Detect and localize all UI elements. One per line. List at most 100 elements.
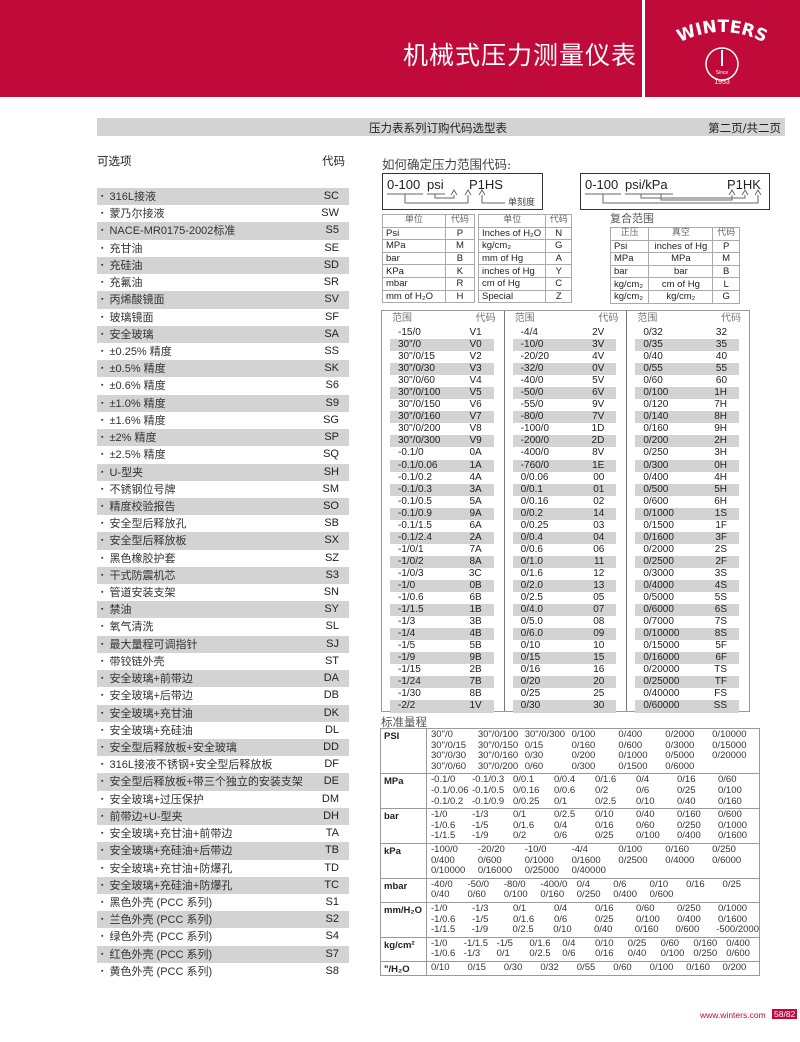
option-row: 绿色外壳 (PCC 系列) S4 <box>97 928 349 945</box>
option-code: DF <box>324 758 339 771</box>
range-value: -100/0 <box>431 843 458 855</box>
range-code: V3 <box>469 363 482 375</box>
range-value: -20/20 <box>477 843 505 855</box>
range-value: 0/100 <box>618 843 643 855</box>
range-value: 30"/0/300 <box>398 435 441 447</box>
range-row: 0/5.0 08 <box>513 616 617 628</box>
range-code: FS <box>714 688 728 700</box>
range-value: 0/1 <box>513 809 527 821</box>
range-value: 0/15 <box>520 652 541 664</box>
range-row: 0/160 9H <box>635 423 739 435</box>
range-row: 0/120 7H <box>635 399 739 411</box>
range-value: -100/0 <box>520 423 550 435</box>
range-code: 1F <box>715 519 728 531</box>
option-code: S7 <box>325 947 339 960</box>
option-label: 316L接液 <box>101 188 155 205</box>
option-label: NACE-MR0175-2002标准 <box>101 222 235 239</box>
range-row: -1/0/3 3C <box>390 568 494 580</box>
option-row: 安全型后释放板+带三个独立的安装支架 DE <box>97 773 349 791</box>
range-row: 0/300 0H <box>635 459 740 472</box>
range-value: 0/1600 <box>718 830 748 842</box>
range-value: 0/4000 <box>665 854 695 866</box>
range-value: 0/500 <box>643 483 669 495</box>
range-value: 0/0.25 <box>520 519 549 531</box>
option-row: 兰色外壳 (PCC 系列) S2 <box>97 911 349 929</box>
range-value: -1/5 <box>472 819 489 831</box>
range-value: -1/1.5 <box>431 830 456 842</box>
range-row: 0/600 6H <box>635 496 739 508</box>
option-label: 安全玻璃+充甘油 <box>101 705 192 722</box>
range-value: -400/0 <box>520 447 550 459</box>
range-row: 0/0.6 06 <box>513 544 617 556</box>
range-code: 1V <box>469 700 482 712</box>
range-code: 2S <box>714 543 728 555</box>
range-value: 0/10 <box>520 640 541 652</box>
range-row: 0/2.0 13 <box>512 579 617 593</box>
option-row: 安全型后释放孔 SB <box>97 515 349 532</box>
option-row: 丙烯酸镜面 SV <box>97 291 349 309</box>
option-row: 前带边+U-型夹 DH <box>97 807 349 826</box>
range-code: 08 <box>593 616 605 628</box>
range-value: 0/2.5 <box>595 795 617 807</box>
range-value: -1/9 <box>472 830 489 842</box>
code-header: 代码 <box>598 313 619 324</box>
range-value: 0/2.5 <box>520 592 543 604</box>
range-value: 0/10 <box>595 809 614 821</box>
range-value: -2/2 <box>398 700 416 712</box>
range-value: 0/10 <box>594 937 614 949</box>
range-value: -50/0 <box>467 878 490 890</box>
option-code: SE <box>324 241 339 254</box>
table-cell: kg/cm₂ <box>609 289 650 304</box>
option-label: 安全玻璃+过压保护 <box>101 791 203 808</box>
range-code: 5H <box>714 483 728 495</box>
option-code: SV <box>324 293 339 306</box>
unit-label: bar <box>381 809 427 843</box>
range-value: 0/1 <box>554 795 568 807</box>
range-row: 0/3000 3S <box>635 568 739 580</box>
range-row: 30"/0/30 V3 <box>390 363 494 376</box>
range-value: -10/0 <box>520 339 544 351</box>
range-row: 0/1000 1S <box>635 507 740 520</box>
range-value: 0/2.0 <box>520 579 543 591</box>
range-code: 4A <box>469 471 482 483</box>
winters-logo: WINTERS Since 1953 <box>645 0 800 97</box>
option-row: ±1.0% 精度 S9 <box>97 394 349 412</box>
range-value: 0/250 <box>712 843 736 855</box>
option-code: SK <box>324 362 339 375</box>
option-row: 氧气清洗 SL <box>97 618 349 635</box>
table-row: Inches of H₂O N <box>477 226 572 241</box>
table-row: kg/cm₂ kg/cm₂ G <box>609 289 740 304</box>
range-code: 3A <box>469 483 482 495</box>
range-value: 0/7000 <box>643 616 674 628</box>
range-value: 0/0.25 <box>513 795 540 807</box>
website-link[interactable]: www.winters.com <box>700 1010 766 1020</box>
page-title: 机械式压力测量仪表 <box>402 41 637 70</box>
range-code: 06 <box>593 543 605 555</box>
range-value: 0/100 <box>643 387 669 399</box>
option-label: 红色外壳 (PCC 系列) <box>101 946 212 963</box>
range-row: 0/25 25 <box>513 688 617 700</box>
range-code: 1E <box>592 459 605 471</box>
option-label: 充硅油 <box>101 257 142 274</box>
table-cell: MPa <box>609 252 650 266</box>
unit-label: MPa <box>381 774 427 809</box>
option-row: 安全玻璃+充硅油 DL <box>97 722 349 739</box>
table-cell: Psi <box>382 226 446 241</box>
svg-text:1953: 1953 <box>714 79 730 86</box>
range-value: 0/1000 <box>643 507 674 519</box>
option-label: 不锈钢位号牌 <box>101 481 175 498</box>
option-label: 黑色外壳 (PCC 系列) <box>101 894 212 911</box>
option-code: DB <box>323 689 339 702</box>
option-label: 安全玻璃+充甘油+前带边 <box>101 825 232 842</box>
range-value: 0/200 <box>643 435 669 447</box>
range-value: 0/1.6 <box>595 774 617 786</box>
standard-range-row: kPa -100/0 -20/20 -10/0 -4/4 0/100 0/160 0/250 0… <box>381 843 759 879</box>
range-value: -1/5 <box>496 937 513 949</box>
range-code: 00 <box>593 471 605 483</box>
range-value: 0/15000 <box>712 739 747 751</box>
range-row: -0.1/0.3 3A <box>390 483 494 496</box>
range-value: 30"/0/160 <box>477 750 519 762</box>
range-value: 0/60 <box>636 902 655 914</box>
range-value: 0/25 <box>520 688 541 700</box>
range-code: 20 <box>593 676 605 688</box>
